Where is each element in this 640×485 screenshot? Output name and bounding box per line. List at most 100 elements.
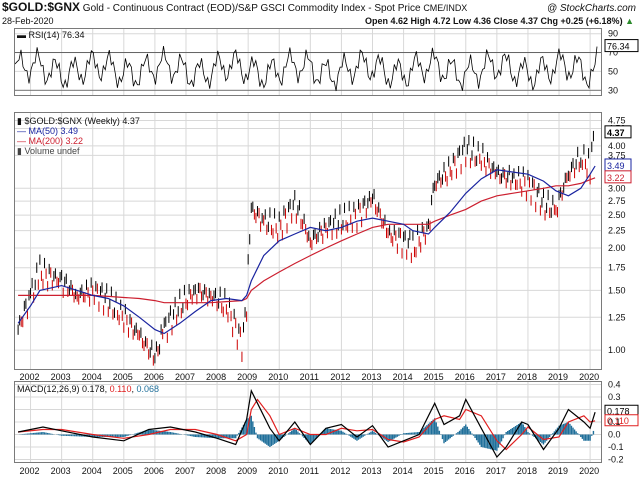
x-tick-label: 2012 xyxy=(330,466,350,476)
symbol-label: $GOLD:$GNX xyxy=(2,0,81,14)
price-panel: ▮ $GOLD:$GNX (Weekly) 4.37 — MA(50) 3.49… xyxy=(14,112,602,370)
legend-swatch-icon: ▬ xyxy=(17,30,26,40)
price-y-axis: 4.754.504.374.003.753.493.223.002.752.50… xyxy=(604,116,632,355)
x-tick-label: 2013 xyxy=(361,372,381,382)
y-tick-label: 0.3 xyxy=(608,392,621,402)
y-tick-label: 2.50 xyxy=(608,210,626,220)
rsi-line xyxy=(15,45,598,92)
x-tick-label: 2006 xyxy=(144,372,164,382)
exchange-label: CME/INDX xyxy=(423,3,468,13)
x-tick-label: 2019 xyxy=(548,372,568,382)
y-tick-label: 4.00 xyxy=(608,141,626,151)
rsi-legend: ▬ RSI(14) 76.34 xyxy=(17,30,85,40)
x-tick-label: 2012 xyxy=(330,372,350,382)
x-tick-label: 2003 xyxy=(51,466,71,476)
x-tick-label: 2004 xyxy=(82,372,102,382)
y-tick-label: 2.00 xyxy=(608,243,626,253)
x-tick-label: 2014 xyxy=(393,372,413,382)
y-tick-label: 2.75 xyxy=(608,196,626,206)
x-tick-label: 2015 xyxy=(424,466,444,476)
x-tick-label: 2010 xyxy=(268,466,288,476)
ohlc-label: Open 4.62 High 4.72 Low 4.36 Close 4.37 … xyxy=(364,16,634,26)
x-tick-label: 2015 xyxy=(424,372,444,382)
x-tick-label: 2016 xyxy=(455,372,475,382)
y-tick-label: 70 xyxy=(608,48,618,58)
x-tick-label: 2014 xyxy=(393,466,413,476)
macd-value-label: 0.178 xyxy=(607,406,630,416)
price-value-label: 4.37 xyxy=(607,128,625,138)
y-tick-label: 1.25 xyxy=(608,312,626,322)
x-tick-label: 2005 xyxy=(113,372,133,382)
signal-line xyxy=(18,398,596,451)
rsi-value-box xyxy=(604,39,639,53)
y-tick-label: 4.75 xyxy=(608,116,626,126)
watermark: @ StockCharts.com xyxy=(546,3,636,14)
macd-line xyxy=(17,388,596,459)
x-tick-label: 2004 xyxy=(82,466,102,476)
x-tick-label: 2003 xyxy=(51,372,71,382)
y-tick-label: 50 xyxy=(608,66,618,76)
x-tick-label: 2009 xyxy=(237,372,257,382)
rsi-chart xyxy=(15,29,601,95)
macd-x-axis: 2002 2003 2004 2005 2006 2007 2008 2009 2010 2011… xyxy=(20,466,600,476)
x-tick-label: 2017 xyxy=(486,466,506,476)
description-label: Gold - Continuous Contract (EOD)/S&P GSC… xyxy=(82,3,421,14)
rsi-y-axis: 30 50 70 90 76.34 xyxy=(604,29,639,95)
x-tick-label: 2007 xyxy=(175,372,195,382)
price-legend: ▮ $GOLD:$GNX (Weekly) 4.37 — MA(50) 3.49… xyxy=(17,116,140,156)
line-icon: — xyxy=(17,126,26,136)
x-tick-label: 2011 xyxy=(300,466,319,476)
y-tick-label: 3.00 xyxy=(608,183,626,193)
y-tick-label: 1.00 xyxy=(608,345,626,355)
macd-legend: MACD(12,26,9) 0.178, 0.110, 0.068 xyxy=(17,384,159,394)
line-icon: — xyxy=(17,136,26,146)
y-tick-label: 30 xyxy=(608,85,618,95)
x-tick-label: 2013 xyxy=(361,466,381,476)
x-tick-label: 2006 xyxy=(144,466,164,476)
y-tick-label: 1.50 xyxy=(608,285,626,295)
rsi-panel: ▬ RSI(14) 76.34 xyxy=(14,28,602,96)
ma50-value-label: 3.49 xyxy=(607,161,625,171)
signal-value-label: 0.110 xyxy=(607,416,629,426)
ma50-line xyxy=(17,165,596,335)
y-tick-label: -0.1 xyxy=(608,442,624,452)
x-tick-label: 2016 xyxy=(455,466,475,476)
signal-value-box xyxy=(604,414,639,427)
macd-panel: MACD(12,26,9) 0.178, 0.110, 0.068 xyxy=(14,381,602,463)
volume-icon: ▮ xyxy=(17,146,22,156)
x-tick-label: 2005 xyxy=(113,466,133,476)
ma200-line xyxy=(18,177,596,304)
y-tick-label: -0.2 xyxy=(608,455,624,464)
x-tick-label: 2002 xyxy=(20,466,40,476)
y-tick-label: 0.1 xyxy=(608,417,621,427)
x-tick-label: 2019 xyxy=(548,466,568,476)
y-tick-label: 3.75 xyxy=(608,150,626,160)
x-tick-label: 2002 xyxy=(20,372,40,382)
x-tick-label: 2018 xyxy=(517,466,537,476)
price-chart xyxy=(15,113,601,369)
bar-icon: ▮ xyxy=(17,116,22,126)
rsi-value-label: 76.34 xyxy=(607,42,630,52)
y-tick-label: 2.25 xyxy=(608,226,626,236)
date-label: 28-Feb-2020 xyxy=(2,16,54,26)
price-x-axis: 2002 2003 2004 2005 2006 2007 2008 2009 2010 2011… xyxy=(20,372,600,382)
up-arrow-icon: ▲ xyxy=(625,16,634,26)
x-tick-label: 2007 xyxy=(175,466,195,476)
ma200-value-box xyxy=(604,170,632,184)
y-tick-label: 0.0 xyxy=(608,430,621,440)
x-tick-label: 2008 xyxy=(206,466,226,476)
x-tick-label: 2020 xyxy=(579,466,599,476)
y-tick-label: 90 xyxy=(608,29,618,39)
x-tick-label: 2010 xyxy=(268,372,288,382)
x-tick-label: 2009 xyxy=(237,466,257,476)
x-tick-label: 2020 xyxy=(579,372,599,382)
x-tick-label: 2018 xyxy=(517,372,537,382)
x-tick-label: 2008 xyxy=(206,372,226,382)
y-tick-label: 0.4 xyxy=(608,381,621,390)
price-value-box xyxy=(604,125,632,139)
ma200-value-label: 3.22 xyxy=(607,173,625,183)
chart-header: $GOLD:$GNX Gold - Continuous Contract (E… xyxy=(2,0,468,14)
y-tick-label: 1.75 xyxy=(608,263,626,273)
x-tick-label: 2017 xyxy=(486,372,506,382)
